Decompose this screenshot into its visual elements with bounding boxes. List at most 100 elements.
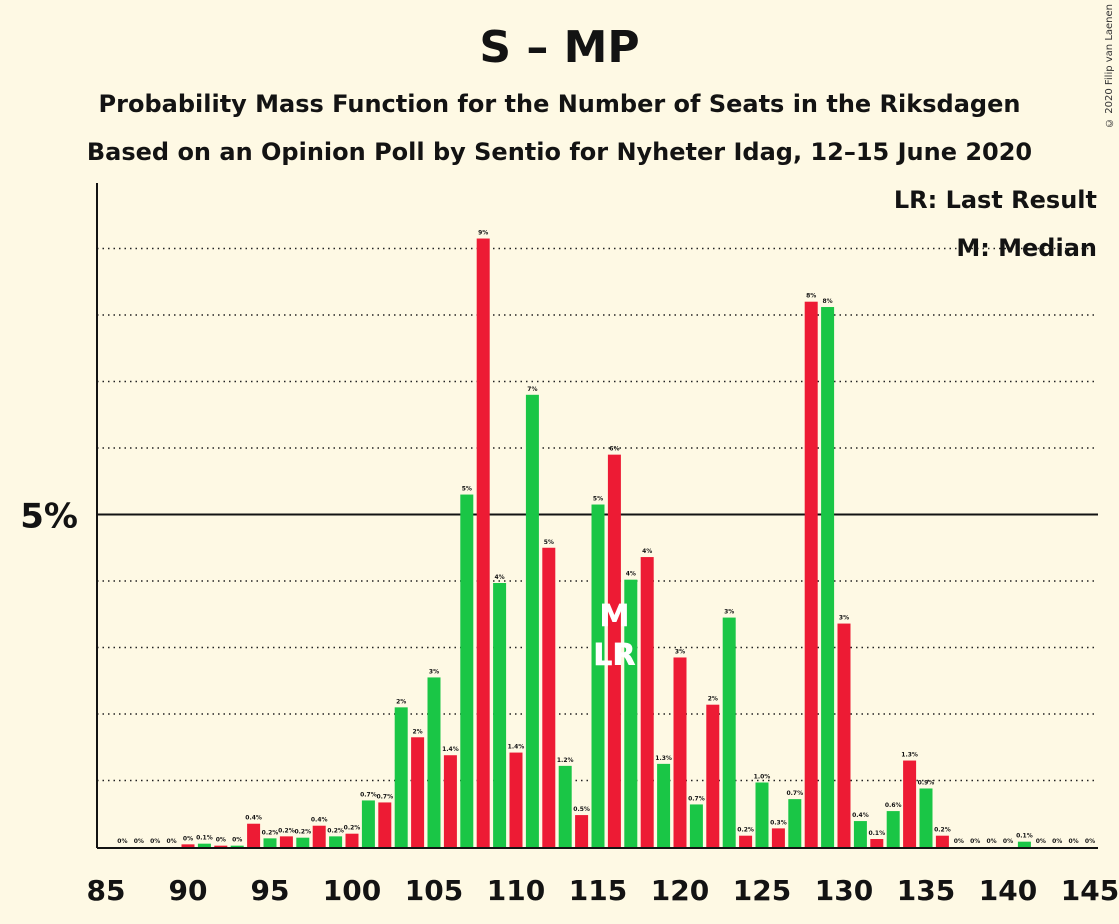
bar-seat-108 bbox=[476, 238, 490, 847]
bar-seat-94 bbox=[247, 823, 261, 847]
bar-value-label: 1.3% bbox=[655, 755, 672, 762]
last-result-marker: LR bbox=[593, 638, 635, 673]
bar-value-label: 3% bbox=[429, 668, 439, 675]
x-tick-label: 110 bbox=[487, 874, 545, 907]
bar-value-label: 0% bbox=[167, 838, 177, 845]
bar-seat-127 bbox=[788, 799, 802, 847]
bar-value-label: 0.7% bbox=[376, 793, 393, 800]
bar-value-label: 1.4% bbox=[508, 744, 525, 751]
bar-value-label: 0.2% bbox=[327, 827, 344, 834]
bar-value-label: 0.2% bbox=[934, 827, 951, 834]
bar-seat-107 bbox=[460, 494, 474, 847]
bar-seat-104 bbox=[411, 737, 425, 847]
bar-seat-90 bbox=[181, 844, 195, 847]
bar-seat-129 bbox=[821, 307, 835, 847]
bar-value-label: 0% bbox=[183, 835, 193, 842]
chart-subtitle-1: Probability Mass Function for the Number… bbox=[98, 90, 1021, 118]
bar-value-label: 5% bbox=[462, 486, 472, 493]
bar-seat-95 bbox=[263, 838, 277, 847]
x-tick-label: 120 bbox=[651, 874, 709, 907]
x-tick-label: 125 bbox=[733, 874, 791, 907]
x-tick-label: 100 bbox=[323, 874, 381, 907]
bar-value-label: 0.7% bbox=[786, 790, 803, 797]
bar-value-label: 0.4% bbox=[311, 817, 328, 824]
bar-seat-109 bbox=[493, 582, 507, 847]
bar-seat-118 bbox=[640, 557, 654, 847]
bar-seat-92 bbox=[214, 845, 228, 847]
bar-value-label: 0.5% bbox=[573, 806, 590, 813]
bar-value-label: 0% bbox=[970, 838, 980, 845]
bar-value-label: 0.2% bbox=[278, 827, 295, 834]
bar-seat-128 bbox=[804, 301, 818, 847]
bar-seat-103 bbox=[394, 707, 408, 847]
bar-seat-105 bbox=[427, 677, 441, 847]
legend-median: M: Median bbox=[956, 234, 1097, 262]
bar-value-label: 0.2% bbox=[262, 829, 279, 836]
bar-seat-106 bbox=[443, 755, 457, 847]
x-tick-label: 85 bbox=[87, 874, 126, 907]
bar-seat-135 bbox=[919, 788, 933, 847]
bar-value-label: 0.9% bbox=[918, 779, 935, 786]
bar-value-label: 0.2% bbox=[737, 827, 754, 834]
bar-value-label: 0.2% bbox=[294, 829, 311, 836]
bar-seat-100 bbox=[345, 833, 359, 847]
bar-value-label: 2% bbox=[708, 696, 718, 703]
x-tick-label: 145 bbox=[1061, 874, 1119, 907]
bar-seat-124 bbox=[739, 835, 753, 847]
bar-value-label: 0% bbox=[117, 838, 127, 845]
bar-seat-114 bbox=[575, 815, 589, 847]
bar-value-label: 0.1% bbox=[196, 835, 213, 842]
bar-value-label: 0% bbox=[1069, 838, 1079, 845]
chart-title: S – MP bbox=[479, 22, 640, 73]
bar-value-label: 0.1% bbox=[868, 830, 885, 837]
bar-value-label: 5% bbox=[544, 539, 554, 546]
bar-seat-141 bbox=[1017, 841, 1031, 847]
y-tick-label: 5% bbox=[20, 497, 78, 537]
bar-seat-130 bbox=[837, 623, 851, 847]
bar-value-label: 2% bbox=[413, 728, 423, 735]
bar-seat-91 bbox=[197, 843, 211, 847]
bar-value-label: 0% bbox=[1085, 838, 1095, 845]
x-tick-label: 105 bbox=[405, 874, 463, 907]
bar-value-label: 0% bbox=[954, 838, 964, 845]
bar-value-label: 1.0% bbox=[754, 773, 771, 780]
bar-seat-101 bbox=[361, 800, 375, 847]
bar-value-label: 1.4% bbox=[442, 746, 459, 753]
bar-value-label: 0% bbox=[134, 838, 144, 845]
bar-value-label: 0% bbox=[150, 838, 160, 845]
bar-seat-111 bbox=[525, 394, 539, 847]
bar-value-label: 0.4% bbox=[852, 812, 869, 819]
bar-value-label: 3% bbox=[724, 609, 734, 616]
x-tick-label: 115 bbox=[569, 874, 627, 907]
bar-value-label: 8% bbox=[806, 293, 816, 300]
bar-seat-116 bbox=[607, 454, 621, 847]
bar-value-label: 0.2% bbox=[344, 825, 361, 832]
bar-seat-122 bbox=[706, 704, 720, 847]
x-tick-label: 90 bbox=[169, 874, 208, 907]
bar-value-label: 0% bbox=[1052, 838, 1062, 845]
bar-seat-134 bbox=[903, 760, 917, 847]
bar-seat-123 bbox=[722, 617, 736, 847]
bar-value-label: 2% bbox=[396, 698, 406, 705]
x-tick-label: 135 bbox=[897, 874, 955, 907]
legend-last-result: LR: Last Result bbox=[893, 186, 1097, 214]
bar-value-label: 5% bbox=[593, 496, 603, 503]
bar-seat-93 bbox=[230, 845, 244, 847]
bar-value-label: 9% bbox=[478, 230, 488, 237]
bar-value-label: 0.3% bbox=[770, 819, 787, 826]
bar-seat-113 bbox=[558, 765, 572, 847]
bar-value-label: 0.4% bbox=[245, 815, 262, 822]
bar-value-label: 0% bbox=[987, 838, 997, 845]
bar-seat-131 bbox=[853, 821, 867, 847]
median-marker: M bbox=[599, 599, 629, 634]
bar-seat-98 bbox=[312, 825, 326, 847]
bar-value-label: 4% bbox=[626, 571, 636, 578]
bar-seat-133 bbox=[886, 811, 900, 847]
bar-value-label: 0.7% bbox=[688, 795, 705, 802]
bar-seat-97 bbox=[296, 837, 310, 847]
bar-seat-102 bbox=[378, 802, 392, 847]
bar-seat-136 bbox=[935, 835, 949, 847]
x-tick-label: 140 bbox=[979, 874, 1037, 907]
bar-value-label: 0.7% bbox=[360, 791, 377, 798]
